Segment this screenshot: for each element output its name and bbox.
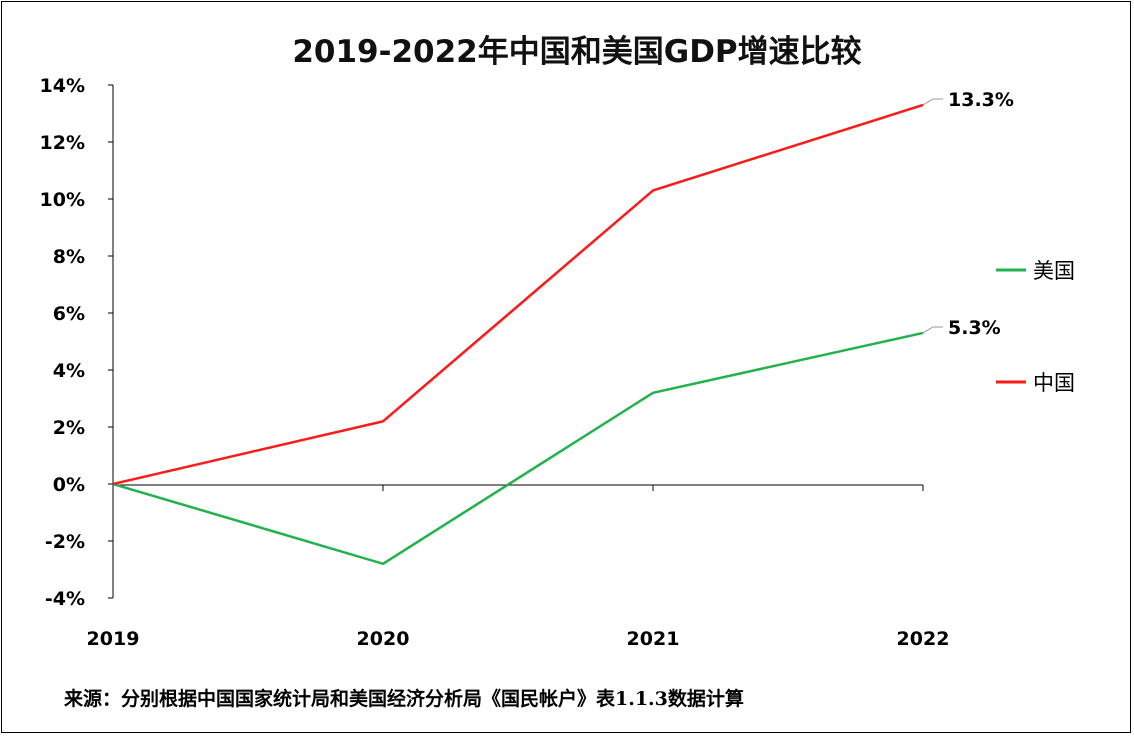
series-line — [113, 333, 923, 564]
x-tick-label: 2019 — [87, 628, 140, 650]
y-tick-label: 6% — [53, 303, 85, 325]
legend-entry: 中国 — [1033, 371, 1075, 395]
legend-entry: 美国 — [1033, 259, 1075, 283]
y-tick-label: 10% — [40, 189, 85, 211]
data-label-leader — [923, 327, 943, 333]
y-tick-label: 2% — [53, 417, 85, 439]
data-label: 5.3% — [948, 317, 1001, 339]
series-line — [113, 105, 923, 484]
data-label: 13.3% — [948, 89, 1014, 111]
data-label-leader — [923, 99, 943, 105]
x-tick-label: 2021 — [627, 628, 680, 650]
y-tick-label: 8% — [53, 246, 85, 268]
y-tick-label: 0% — [53, 474, 85, 496]
x-tick-label: 2020 — [357, 628, 410, 650]
y-tick-label: -4% — [45, 588, 85, 610]
x-tick-label: 2022 — [897, 628, 950, 650]
y-tick-label: 14% — [40, 75, 85, 97]
source-note: 来源：分别根据中国国家统计局和美国经济分析局《国民帐户》表1.1.3数据计算 — [64, 687, 744, 710]
y-tick-label: -2% — [45, 531, 85, 553]
y-tick-label: 12% — [40, 132, 85, 154]
axes: 14% 12% 10% 8% 6% 4% 2% 0% -2% -4%2019 2020 2021 202… — [40, 75, 950, 650]
y-tick-label: 4% — [53, 360, 85, 382]
chart-title: 2019-2022年中国和美国GDP增速比较 — [292, 34, 861, 70]
series-lines: 5.3% 13.3% — [113, 89, 1014, 564]
